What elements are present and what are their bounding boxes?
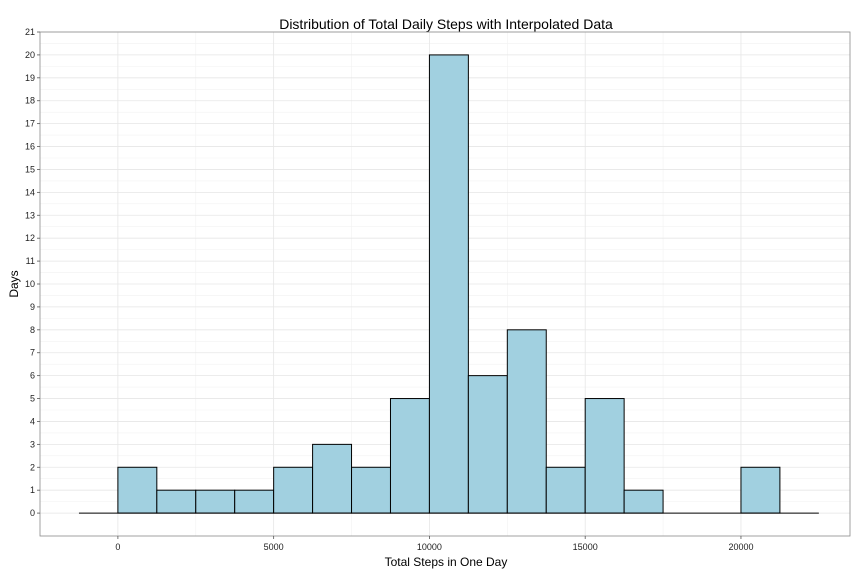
histogram-bar bbox=[351, 466, 391, 514]
x-axis-label: Total Steps in One Day bbox=[385, 555, 508, 569]
histogram-bar bbox=[506, 329, 547, 514]
histogram-bar bbox=[740, 466, 781, 514]
y-tick-label: 14 bbox=[25, 187, 35, 197]
y-tick-label: 19 bbox=[25, 73, 35, 83]
y-tick-label: 20 bbox=[25, 50, 35, 60]
histogram-bar bbox=[312, 443, 353, 514]
histogram-bar bbox=[273, 466, 314, 514]
y-tick-label: 5 bbox=[30, 394, 35, 404]
bars bbox=[117, 54, 781, 514]
x-tick-label: 15000 bbox=[573, 542, 598, 552]
y-tick-label: 3 bbox=[30, 439, 35, 449]
x-tick-label: 20000 bbox=[728, 542, 753, 552]
y-tick-label: 12 bbox=[25, 233, 35, 243]
y-tick-label: 4 bbox=[30, 416, 35, 426]
y-tick-label: 15 bbox=[25, 164, 35, 174]
y-tick-label: 1 bbox=[30, 485, 35, 495]
x-axis: 0 5000 10000 15000 20000 bbox=[115, 536, 753, 552]
y-tick-label: 0 bbox=[30, 508, 35, 518]
y-tick-label: 21 bbox=[25, 27, 35, 37]
y-tick-label: 11 bbox=[26, 256, 35, 266]
y-tick-label: 13 bbox=[25, 210, 35, 220]
chart-title: Distribution of Total Daily Steps with I… bbox=[279, 16, 613, 32]
x-tick-label: 5000 bbox=[264, 542, 284, 552]
x-tick-label: 10000 bbox=[417, 542, 442, 552]
histogram-bar bbox=[545, 466, 586, 514]
histogram-bar bbox=[234, 489, 275, 514]
y-tick-label: 16 bbox=[25, 142, 35, 152]
histogram-bar bbox=[467, 375, 508, 514]
x-tick-label: 0 bbox=[115, 542, 120, 552]
y-tick-label: 17 bbox=[25, 119, 35, 129]
y-axis-label: Days bbox=[7, 270, 21, 297]
histogram-bar bbox=[389, 398, 430, 514]
y-tick-label: 18 bbox=[25, 96, 35, 106]
histogram-bar bbox=[156, 489, 197, 514]
y-tick-label: 10 bbox=[25, 279, 35, 289]
histogram-bar bbox=[195, 489, 236, 514]
y-tick-label: 9 bbox=[30, 302, 35, 312]
histogram-bar bbox=[584, 398, 625, 514]
histogram-bar bbox=[623, 489, 664, 514]
histogram-bar bbox=[117, 466, 158, 514]
y-tick-label: 8 bbox=[30, 325, 35, 335]
y-tick-label: 2 bbox=[30, 462, 35, 472]
y-tick-label: 7 bbox=[30, 348, 35, 358]
y-tick-label: 6 bbox=[30, 371, 35, 381]
histogram-bar bbox=[428, 54, 469, 514]
